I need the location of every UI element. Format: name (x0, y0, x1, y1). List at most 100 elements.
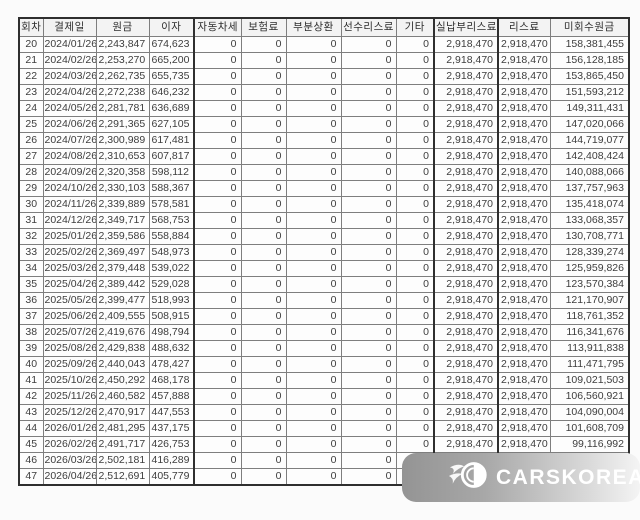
table-cell: 518,993 (148, 292, 195, 309)
table-cell: 457,888 (148, 388, 195, 405)
table-cell: 0 (340, 180, 397, 197)
table-cell: 0 (340, 324, 397, 341)
table-cell: 156,128,185 (549, 52, 630, 69)
table-cell: 2,918,470 (433, 212, 499, 229)
table-cell: 2,918,470 (497, 388, 551, 405)
table-cell: 0 (395, 244, 435, 261)
table-cell: 2025/09/26 (42, 356, 97, 373)
table-cell: 2,512,691 (95, 468, 150, 486)
table-cell: 0 (285, 164, 342, 181)
table-cell: 0 (240, 388, 287, 405)
table-cell: 0 (285, 84, 342, 101)
table-cell: 2,918,470 (433, 116, 499, 133)
table-cell: 149,311,431 (549, 100, 630, 117)
table-cell: 2,918,470 (497, 404, 551, 421)
table-cell: 0 (193, 212, 242, 229)
table-cell: 655,735 (148, 68, 195, 85)
table-cell: 2,918,470 (433, 52, 499, 69)
table-cell: 0 (285, 196, 342, 213)
table-cell: 0 (285, 52, 342, 69)
table-cell: 0 (240, 324, 287, 341)
table-cell: 2,918,470 (433, 276, 499, 293)
table-row: 26 2024/07/26 2,300,989 617,481 0 0 0 0 0 2,918,4… (18, 132, 630, 149)
table-cell: 0 (193, 324, 242, 341)
column-header: 결제일 (42, 17, 97, 37)
table-cell: 0 (340, 340, 397, 357)
table-cell: 0 (395, 132, 435, 149)
table-row: 43 2025/12/26 2,470,917 447,553 0 0 0 0 0 2,918,4… (18, 404, 630, 421)
table-cell: 2,918,470 (433, 436, 499, 453)
table-row: 44 2026/01/26 2,481,295 437,175 0 0 0 0 0 2,918,4… (18, 420, 630, 437)
table-cell: 2,918,470 (433, 324, 499, 341)
table-row: 34 2025/03/26 2,379,448 539,022 0 0 0 0 0 2,918,4… (18, 260, 630, 277)
table-cell: 25 (18, 116, 44, 133)
table-cell: 0 (395, 52, 435, 69)
table-cell: 2,491,717 (95, 436, 150, 453)
table-cell: 43 (18, 404, 44, 421)
table-cell: 0 (340, 36, 397, 53)
table-cell: 0 (193, 372, 242, 389)
table-cell: 118,761,352 (549, 308, 630, 325)
table-cell: 2,918,470 (497, 116, 551, 133)
table-cell: 0 (193, 436, 242, 453)
table-cell: 0 (340, 212, 397, 229)
table-cell: 0 (340, 52, 397, 69)
table-cell: 529,028 (148, 276, 195, 293)
table-cell: 0 (240, 244, 287, 261)
table-cell: 0 (395, 164, 435, 181)
table-cell: 607,817 (148, 148, 195, 165)
table-cell: 2,419,676 (95, 324, 150, 341)
table-cell: 0 (285, 180, 342, 197)
table-cell: 0 (240, 52, 287, 69)
table-cell: 0 (285, 132, 342, 149)
table-cell: 0 (285, 356, 342, 373)
table-cell: 109,021,503 (549, 372, 630, 389)
table-cell: 2,918,470 (433, 308, 499, 325)
table-cell: 0 (240, 404, 287, 421)
table-cell: 0 (193, 84, 242, 101)
table-cell: 2,310,653 (95, 148, 150, 165)
table-cell: 0 (240, 276, 287, 293)
table-cell: 578,581 (148, 196, 195, 213)
table-cell: 0 (240, 164, 287, 181)
table-cell: 42 (18, 388, 44, 405)
table-cell: 0 (193, 148, 242, 165)
table-cell: 0 (340, 244, 397, 261)
table-cell: 0 (395, 84, 435, 101)
table-row: 39 2025/08/26 2,429,838 488,632 0 0 0 0 0 2,918,4… (18, 340, 630, 357)
table-cell: 0 (340, 356, 397, 373)
table-cell: 2,918,470 (433, 420, 499, 437)
table-body: 20 2024/01/26 2,243,847 674,623 0 0 0 0 0 2,918,4… (18, 36, 630, 486)
table-cell: 0 (240, 148, 287, 165)
table-cell: 0 (395, 276, 435, 293)
carskorea-watermark: CARSKOREA (402, 453, 640, 502)
table-cell: 2,502,181 (95, 452, 150, 469)
table-cell: 2,481,295 (95, 420, 150, 437)
table-cell: 508,915 (148, 308, 195, 325)
table-cell: 2,450,292 (95, 372, 150, 389)
table-cell: 0 (340, 164, 397, 181)
table-cell: 568,753 (148, 212, 195, 229)
table-cell: 2,918,470 (433, 148, 499, 165)
table-cell: 123,570,384 (549, 276, 630, 293)
table-row: 45 2026/02/26 2,491,717 426,753 0 0 0 0 0 2,918,4… (18, 436, 630, 453)
table-cell: 2024/06/26 (42, 116, 97, 133)
table-cell: 20 (18, 36, 44, 53)
table-cell: 0 (395, 404, 435, 421)
table-cell: 0 (340, 436, 397, 453)
table-cell: 0 (193, 36, 242, 53)
table-cell: 2,359,586 (95, 228, 150, 245)
table-cell: 0 (285, 404, 342, 421)
table-cell: 636,689 (148, 100, 195, 117)
table-cell: 2,918,470 (497, 276, 551, 293)
table-cell: 2024/09/26 (42, 164, 97, 181)
table-cell: 0 (193, 180, 242, 197)
table-cell: 0 (395, 180, 435, 197)
table-cell: 2,379,448 (95, 260, 150, 277)
table-cell: 447,553 (148, 404, 195, 421)
table-cell: 0 (240, 308, 287, 325)
table-row: 41 2025/10/26 2,450,292 468,178 0 0 0 0 0 2,918,4… (18, 372, 630, 389)
table-cell: 0 (285, 68, 342, 85)
table-cell: 2,918,470 (433, 260, 499, 277)
table-cell: 0 (285, 244, 342, 261)
